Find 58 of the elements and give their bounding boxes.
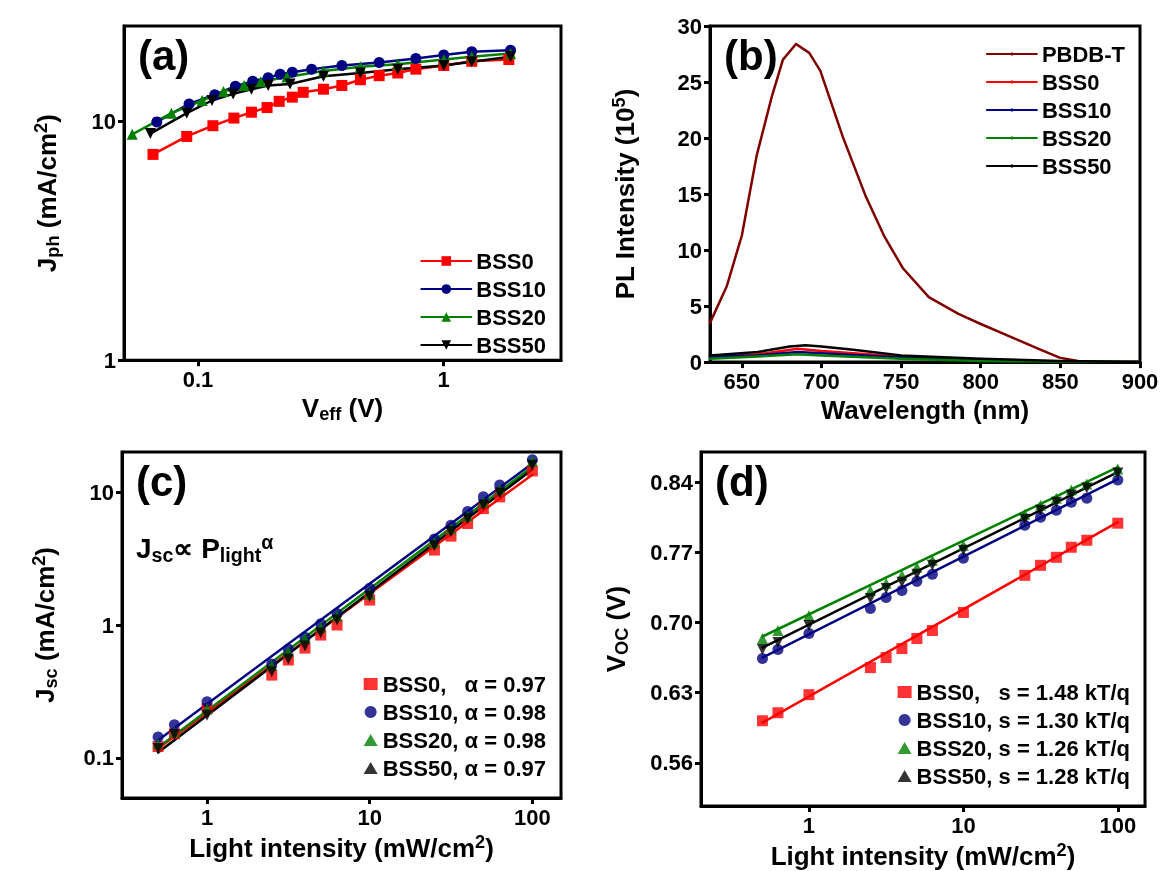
y-tick-label: 20 <box>677 125 702 151</box>
x-tick-label: 10 <box>951 812 976 838</box>
y-tick-label: 25 <box>677 69 702 95</box>
x-tick-label: 10 <box>357 804 382 830</box>
legend-label: BSS20 <box>1041 125 1112 151</box>
legend-label: BSS20 <box>476 304 547 330</box>
annotation: (d) <box>715 457 769 505</box>
x-tick-label: 100 <box>514 804 551 830</box>
x-tick-label: 0.1 <box>182 366 214 392</box>
y-tick-label: 0.1 <box>83 745 114 771</box>
legend-label: BSS50 <box>1041 153 1112 179</box>
legend-label: BSS20, s = 1.26 kT/q <box>916 735 1131 761</box>
x-tick-label: 850 <box>1042 368 1079 394</box>
y-tick-label: 10 <box>677 237 702 263</box>
y-axis-title: PL Intensity (105) <box>609 88 641 300</box>
y-tick-label: 10 <box>89 479 114 505</box>
y-tick-label: 0.84 <box>650 469 694 495</box>
annotation: (a) <box>138 31 190 79</box>
x-tick-label: 1 <box>200 804 214 830</box>
x-tick-label: 800 <box>962 368 1000 394</box>
y-axis-title: Jsc (mA/cm2) <box>29 546 61 704</box>
y-tick-label: 0.56 <box>650 750 693 776</box>
legend-label: BSS10 <box>1041 97 1112 123</box>
legend-label: BSS50, s = 1.28 kT/q <box>916 763 1131 789</box>
y-tick-label: 0 <box>689 349 702 375</box>
legend-label: BSS0, s = 1.48 kT/q <box>916 679 1130 705</box>
y-tick-label: 1 <box>103 347 116 373</box>
legend-label: PBDB-T <box>1041 41 1126 67</box>
x-axis-title: Wavelength (nm) <box>820 395 1030 425</box>
y-tick-label: 0.63 <box>650 680 693 706</box>
y-tick-label: 30 <box>677 13 702 39</box>
x-tick-label: 1 <box>437 366 450 392</box>
y-axis-title: VOC (V) <box>601 585 632 673</box>
x-axis-title: Veff (V) <box>301 393 384 424</box>
legend-label: BSS50 <box>476 332 547 358</box>
y-tick-label: 15 <box>677 181 702 207</box>
legend-label: BSS10, α = 0.98 <box>382 699 547 725</box>
legend-label: BSS0, α = 0.97 <box>382 671 546 697</box>
legend-label: BSS0 <box>1041 69 1100 95</box>
legend-label: BSS10, s = 1.30 kT/q <box>916 707 1131 733</box>
legend-label: BSS0 <box>476 248 534 274</box>
y-tick-label: 1 <box>101 612 114 638</box>
y-tick-label: 5 <box>689 293 702 319</box>
x-tick-label: 650 <box>723 368 761 394</box>
annotation: (c) <box>136 457 188 505</box>
annotation: (b) <box>724 31 778 79</box>
x-tick-label: 750 <box>882 368 920 394</box>
y-tick-label: 10 <box>91 108 116 134</box>
y-tick-label: 0.70 <box>650 609 693 635</box>
x-tick-label: 900 <box>1121 368 1159 394</box>
legend-label: BSS10 <box>476 276 547 302</box>
x-tick-label: 100 <box>1099 812 1137 838</box>
y-tick-label: 0.77 <box>650 539 693 565</box>
x-tick-label: 1 <box>802 812 816 838</box>
x-tick-label: 700 <box>803 368 840 394</box>
legend-label: BSS20, α = 0.98 <box>382 727 547 753</box>
y-axis-title: Jph (mA/cm2) <box>31 114 63 273</box>
legend-label: BSS50, α = 0.97 <box>382 755 547 781</box>
